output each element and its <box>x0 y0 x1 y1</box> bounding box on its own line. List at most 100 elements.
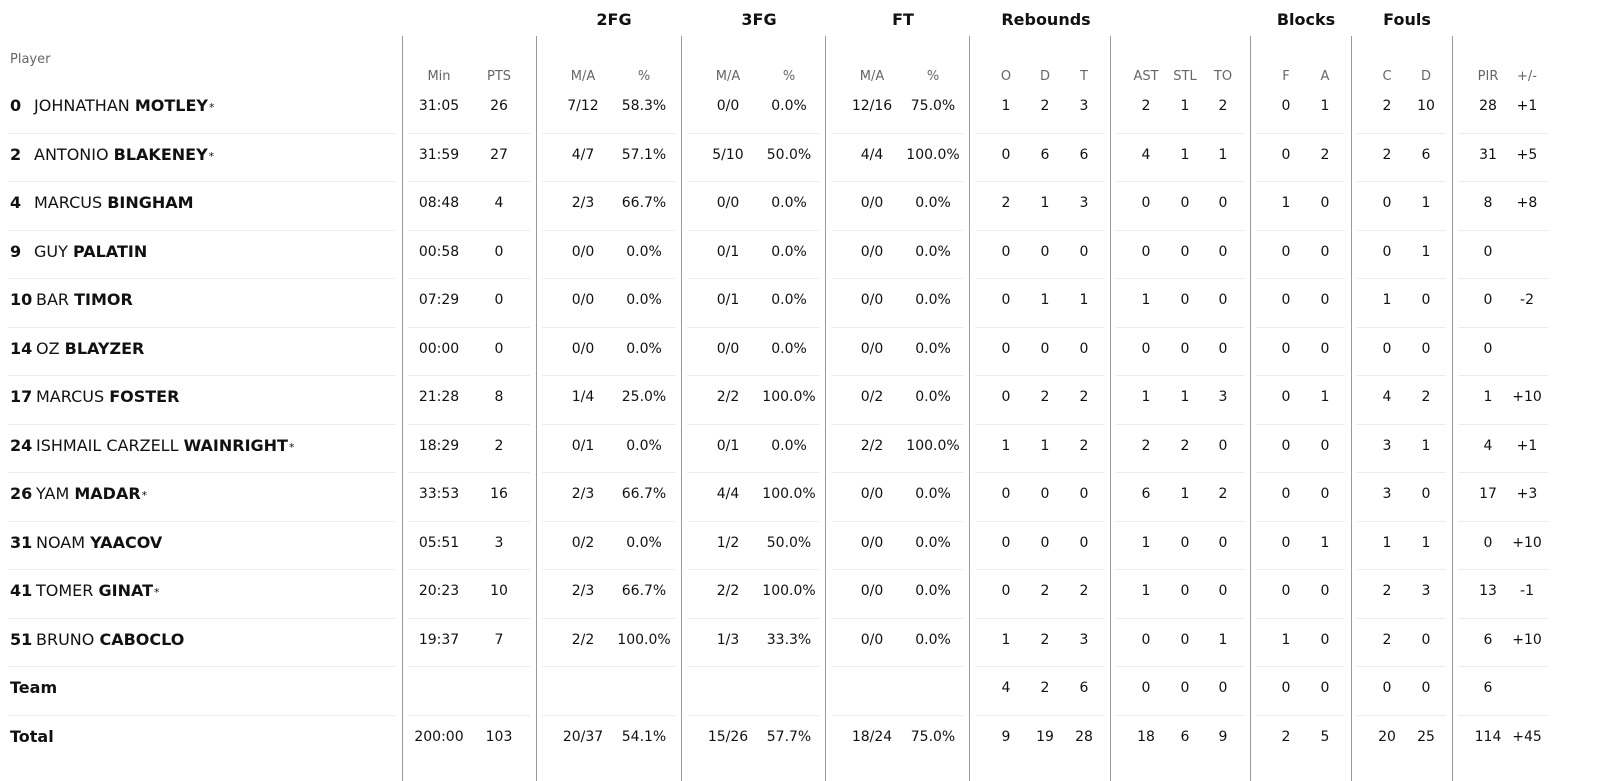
row-51-pir: 6 <box>1483 632 1493 648</box>
row-separator <box>1256 569 1345 570</box>
row-0-reb-t: 3 <box>1079 98 1089 114</box>
row-separator <box>8 715 395 716</box>
player-name-bingham[interactable]: 4 MARCUS BINGHAM <box>10 193 194 212</box>
row-9-foul-c: 0 <box>1382 244 1392 260</box>
row-31-foul-d: 1 <box>1421 535 1431 551</box>
row-17-stl: 1 <box>1180 389 1190 405</box>
row-17-reb-d: 2 <box>1040 389 1050 405</box>
row-9-3fg-pct: 0.0% <box>771 244 807 260</box>
row-separator <box>8 327 395 328</box>
row-2-pts: 27 <box>490 147 508 163</box>
row-26-blk-a: 0 <box>1320 486 1330 502</box>
row-separator <box>831 375 963 376</box>
total-row-label: Total <box>10 727 54 746</box>
row-31-blk-f: 0 <box>1281 535 1291 551</box>
row-separator <box>542 375 675 376</box>
row-10-pts: 0 <box>494 292 504 308</box>
row-separator <box>687 375 819 376</box>
player-name-foster[interactable]: 17 MARCUS FOSTER <box>10 387 179 406</box>
row-31-reb-t: 0 <box>1079 535 1089 551</box>
row-separator <box>542 181 675 182</box>
jersey-number: 2 <box>10 145 22 164</box>
row-9-min: 00:58 <box>418 244 460 260</box>
column-header-reb-t: T <box>1080 69 1088 84</box>
group-header-rebounds: Rebounds <box>1001 10 1091 29</box>
row-separator <box>831 521 963 522</box>
row-51-plus-minus: +10 <box>1512 632 1542 648</box>
column-header-foul-d: D <box>1420 69 1432 84</box>
row-separator <box>1256 521 1345 522</box>
row-41-blk-f: 0 <box>1281 583 1291 599</box>
row-separator <box>1116 375 1244 376</box>
row-separator <box>831 569 963 570</box>
row-4-plus-minus: +8 <box>1516 195 1538 211</box>
row-separator <box>687 424 819 425</box>
row-separator <box>1458 327 1548 328</box>
row-26-foul-d: 0 <box>1421 486 1431 502</box>
last-name: YAACOV <box>90 533 163 552</box>
row-4-2fg-ma: 2/3 <box>571 195 595 211</box>
row-41-ft-ma: 0/0 <box>860 583 884 599</box>
player-name-blakeney[interactable]: 2 ANTONIO BLAKENEY* <box>10 145 214 164</box>
row-separator <box>8 278 395 279</box>
row-24-stl: 2 <box>1180 438 1190 454</box>
jersey-number: 10 <box>10 290 33 309</box>
row-0-pts: 26 <box>490 98 508 114</box>
row-10-3fg-pct: 0.0% <box>771 292 807 308</box>
row-10-blk-a: 0 <box>1320 292 1330 308</box>
row-14-foul-c: 0 <box>1382 341 1392 357</box>
column-header-reb-d: D <box>1039 69 1051 84</box>
row-separator <box>1116 472 1244 473</box>
jersey-number: 31 <box>10 533 33 552</box>
row-10-2fg-pct: 0.0% <box>626 292 662 308</box>
player-name-wainright[interactable]: 24 ISHMAIL CARZELL WAINRIGHT* <box>10 436 294 455</box>
row-separator <box>1256 375 1345 376</box>
row-24-ft-ma: 2/2 <box>860 438 884 454</box>
first-name: MARCUS <box>36 387 110 406</box>
row-41-2fg-ma: 2/3 <box>571 583 595 599</box>
player-name-caboclo[interactable]: 51 BRUNO CABOCLO <box>10 630 184 649</box>
player-name-timor[interactable]: 10 BAR TIMOR <box>10 290 133 309</box>
player-name-ginat[interactable]: 41 TOMER GINAT* <box>10 581 160 600</box>
total-foul-d: 25 <box>1417 729 1435 745</box>
row-4-min: 08:48 <box>418 195 460 211</box>
column-divider <box>681 36 682 781</box>
row-separator <box>975 133 1104 134</box>
row-separator <box>1357 666 1446 667</box>
row-51-stl: 0 <box>1180 632 1190 648</box>
row-2-blk-f: 0 <box>1281 147 1291 163</box>
row-17-3fg-pct: 100.0% <box>762 389 816 405</box>
row-26-pts: 16 <box>490 486 508 502</box>
total-stl: 6 <box>1180 729 1190 745</box>
row-14-stl: 0 <box>1180 341 1190 357</box>
player-name-blayzer[interactable]: 14 OZ BLAYZER <box>10 339 144 358</box>
row-24-reb-t: 2 <box>1079 438 1089 454</box>
player-name-madar[interactable]: 26 YAM MADAR* <box>10 484 147 503</box>
row-0-pir: 28 <box>1479 98 1497 114</box>
row-separator <box>542 521 675 522</box>
row-2-2fg-pct: 57.1% <box>621 147 667 163</box>
row-14-2fg-ma: 0/0 <box>571 341 595 357</box>
row-31-ast: 1 <box>1141 535 1151 551</box>
row-4-reb-d: 1 <box>1040 195 1050 211</box>
row-separator <box>1357 181 1446 182</box>
row-separator <box>975 230 1104 231</box>
team-pir: 6 <box>1483 680 1493 696</box>
row-separator <box>1357 521 1446 522</box>
total-ast: 18 <box>1137 729 1155 745</box>
row-separator <box>8 666 395 667</box>
first-name: BRUNO <box>36 630 100 649</box>
jersey-number: 9 <box>10 242 22 261</box>
row-separator <box>1458 472 1548 473</box>
row-26-reb-d: 0 <box>1040 486 1050 502</box>
row-separator <box>1256 618 1345 619</box>
player-name-motley[interactable]: 0 JOHNATHAN MOTLEY* <box>10 96 214 115</box>
row-separator <box>408 375 530 376</box>
row-separator <box>1458 618 1548 619</box>
row-separator <box>975 618 1104 619</box>
row-41-ast: 1 <box>1141 583 1151 599</box>
row-31-plus-minus: +10 <box>1512 535 1542 551</box>
player-name-yaacov[interactable]: 31 NOAM YAACOV <box>10 533 162 552</box>
player-name-palatin[interactable]: 9 GUY PALATIN <box>10 242 147 261</box>
row-26-3fg-ma: 4/4 <box>716 486 740 502</box>
